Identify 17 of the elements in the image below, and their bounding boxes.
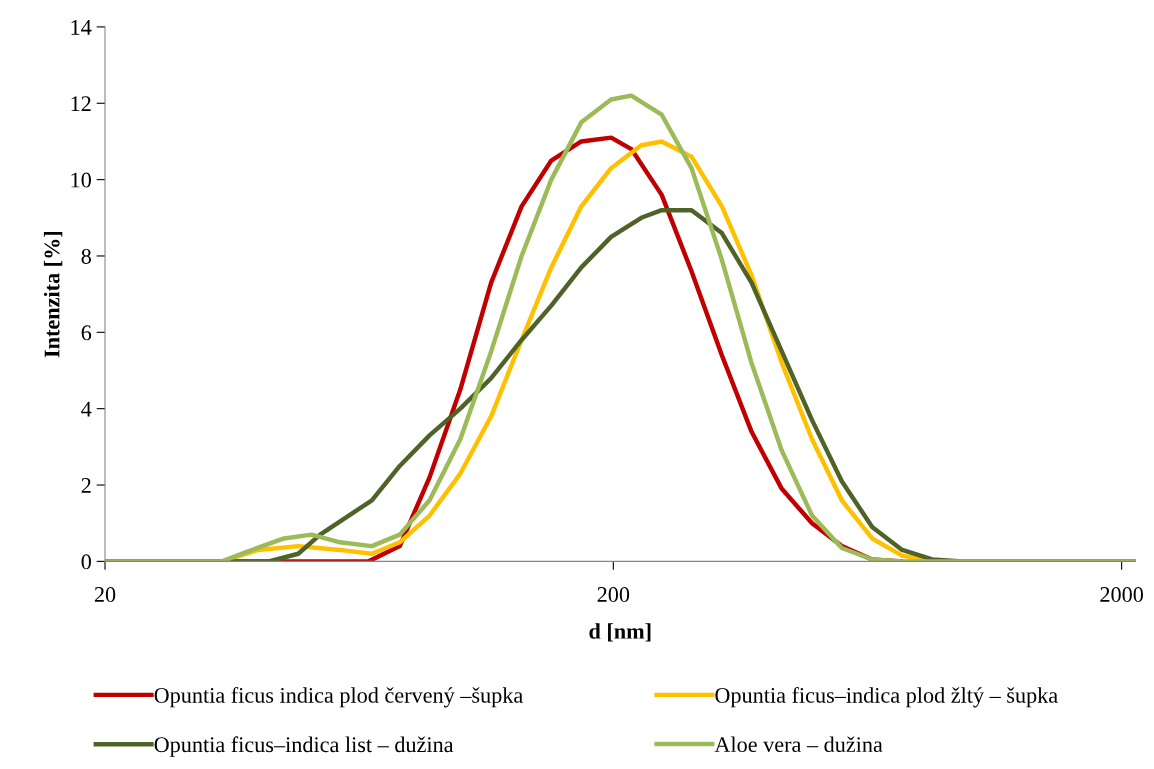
y-tick-label: 4 (81, 401, 92, 417)
y-tick-label: 0 (81, 554, 91, 570)
y-tick-label: 12 (71, 96, 91, 111)
legend-label: Opuntia ficus–indica plod žltý – šupka (715, 686, 1058, 708)
y-tick-label: 6 (81, 325, 92, 341)
x-axis-title: d [nm] (589, 623, 651, 642)
y-tick-label: 10 (71, 172, 91, 188)
legend-label: Aloe vera – dužina (714, 736, 883, 753)
x-tick-label: 20 (94, 587, 116, 603)
legend-label: Opuntia ficus indica plod červený –šupka (154, 686, 523, 708)
y-tick-label: 14 (71, 19, 92, 35)
y-tick-label: 8 (81, 248, 91, 264)
y-axis-title: Intenzita [%] (43, 231, 63, 358)
y-tick-label: 2 (81, 478, 91, 493)
x-tick-label: 200 (597, 587, 630, 603)
legend-label: Opuntia ficus–indica list – dužina (154, 736, 454, 757)
x-tick-label: 2000 (1100, 587, 1144, 603)
